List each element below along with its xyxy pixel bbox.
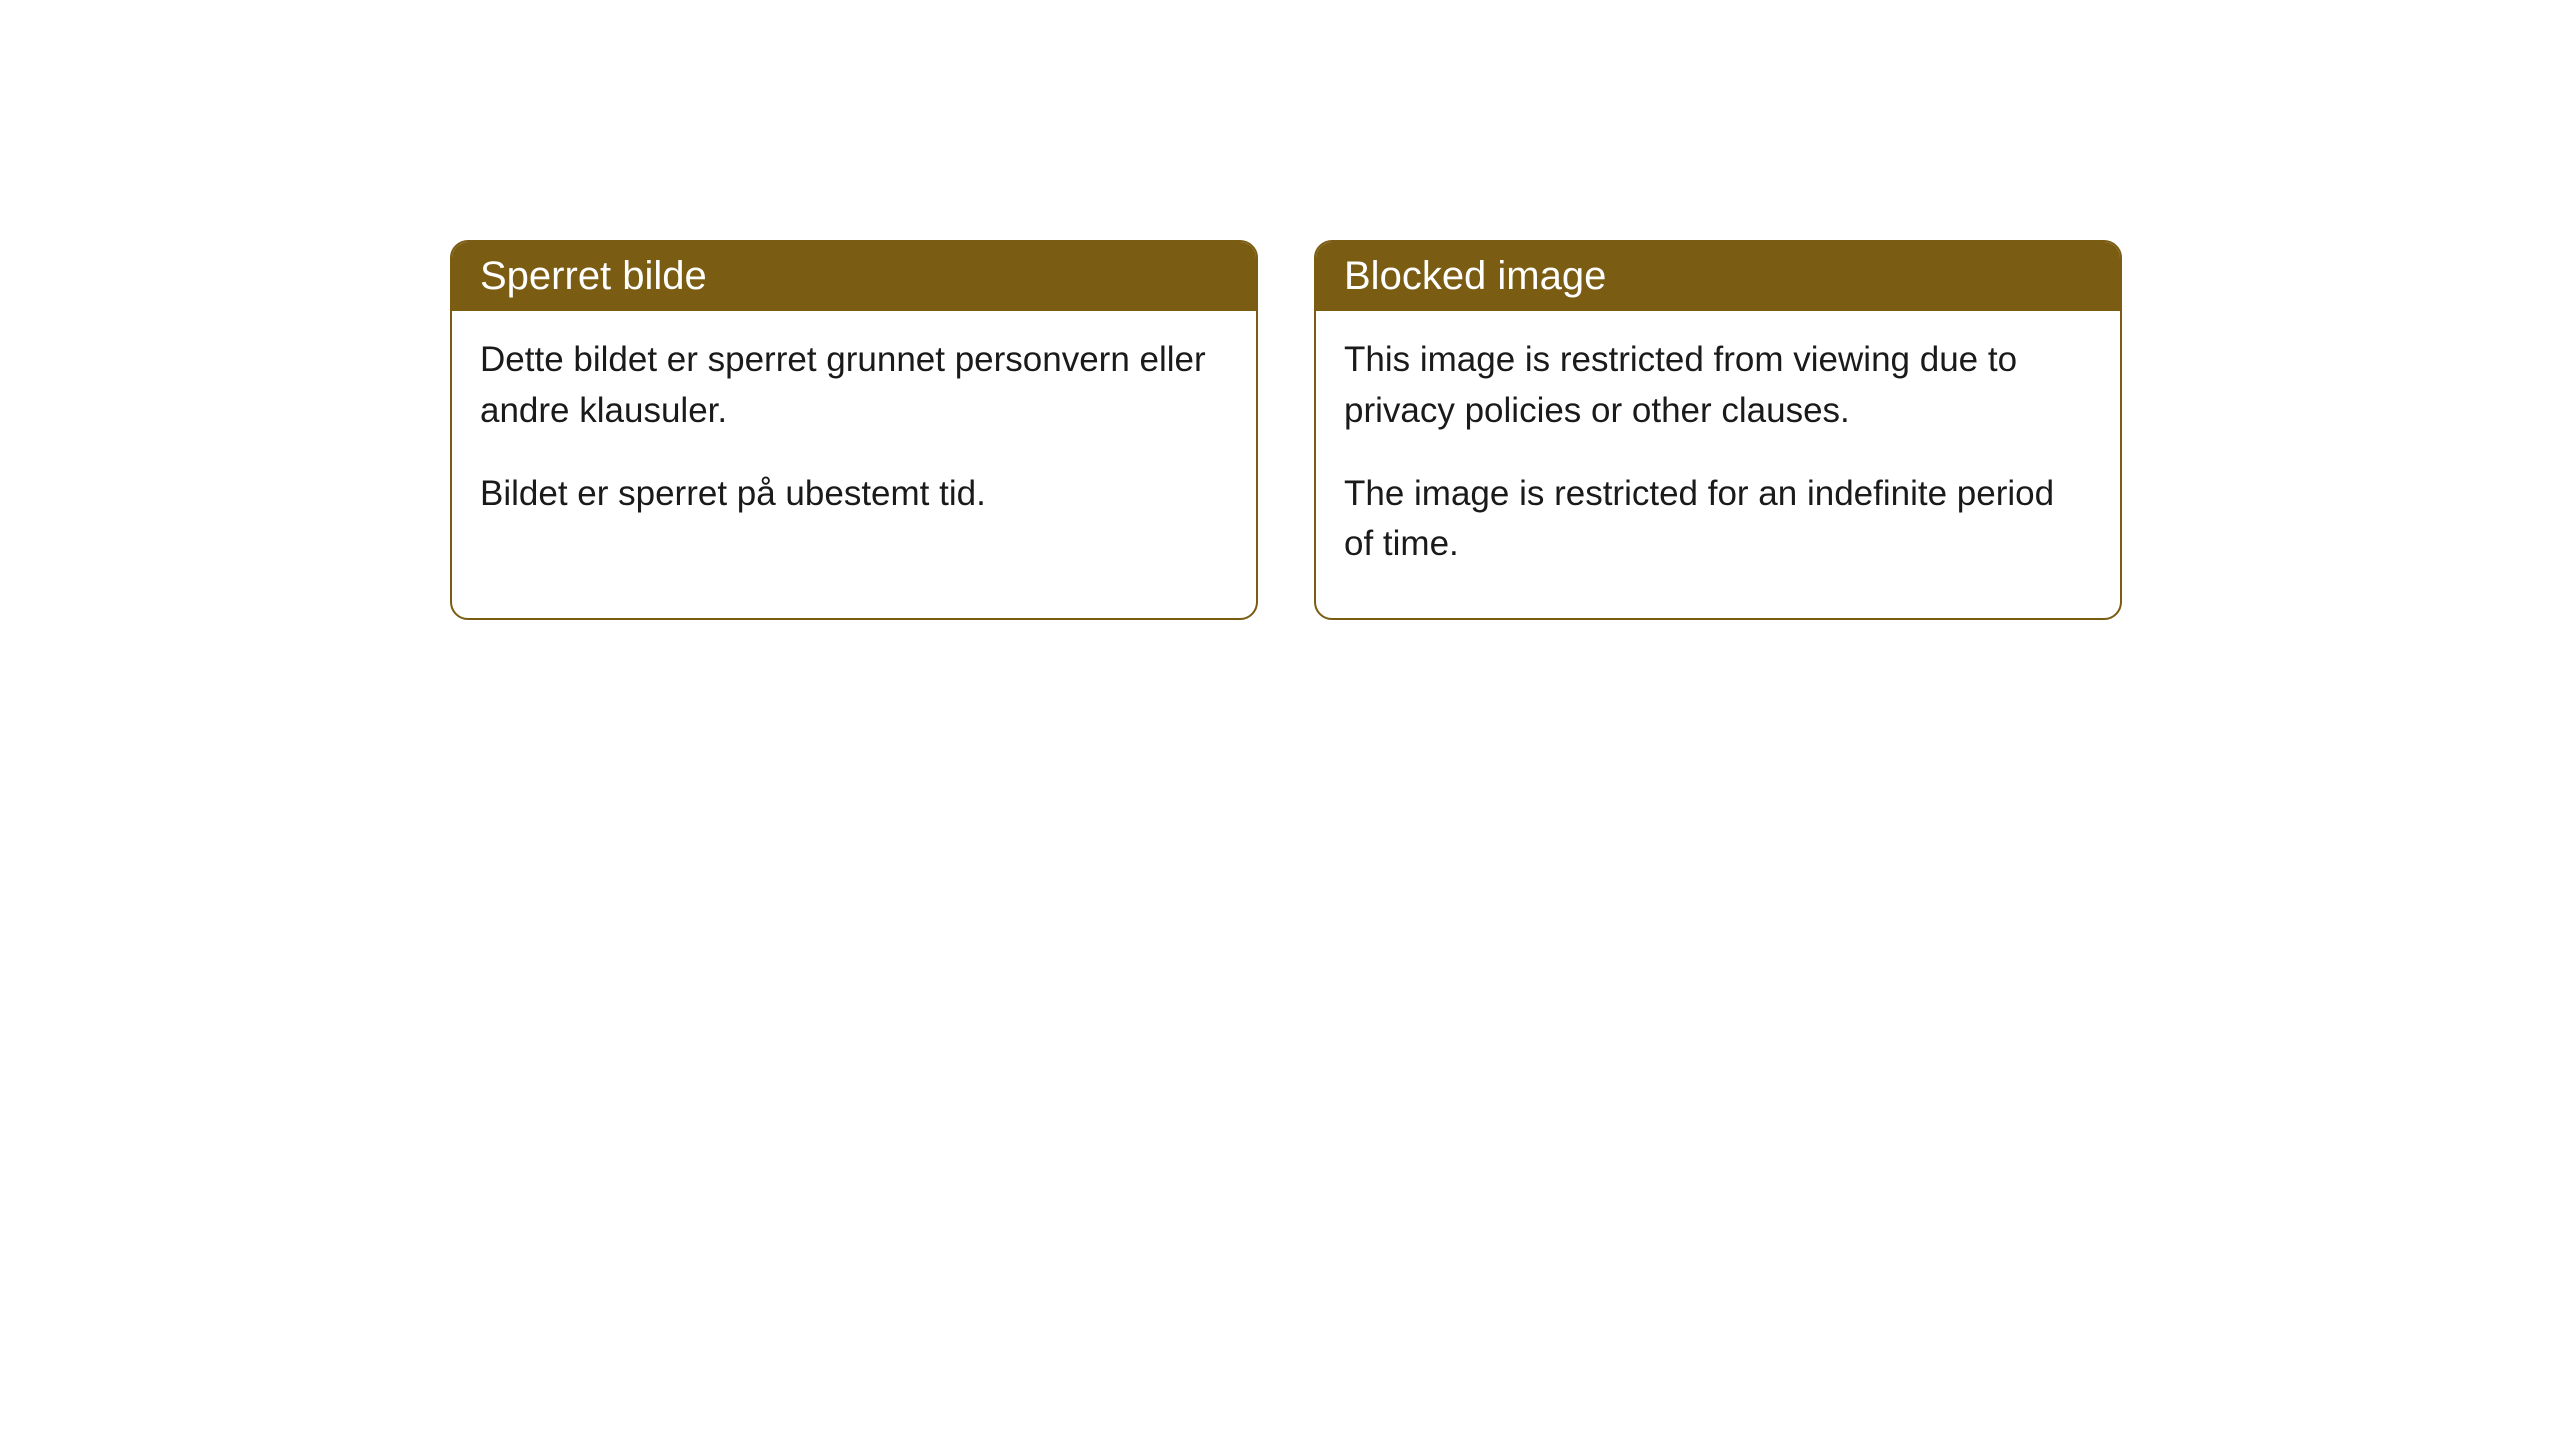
card-body: Dette bildet er sperret grunnet personve… — [452, 311, 1256, 567]
notice-card-norwegian: Sperret bilde Dette bildet er sperret gr… — [450, 240, 1258, 620]
card-title: Sperret bilde — [480, 254, 707, 298]
notice-card-english: Blocked image This image is restricted f… — [1314, 240, 2122, 620]
card-paragraph: Bildet er sperret på ubestemt tid. — [480, 469, 1228, 520]
card-header: Blocked image — [1316, 242, 2120, 311]
card-header: Sperret bilde — [452, 242, 1256, 311]
card-paragraph: This image is restricted from viewing du… — [1344, 335, 2092, 437]
card-title: Blocked image — [1344, 254, 1606, 298]
notice-container: Sperret bilde Dette bildet er sperret gr… — [450, 240, 2122, 620]
card-body: This image is restricted from viewing du… — [1316, 311, 2120, 618]
card-paragraph: The image is restricted for an indefinit… — [1344, 469, 2092, 571]
card-paragraph: Dette bildet er sperret grunnet personve… — [480, 335, 1228, 437]
